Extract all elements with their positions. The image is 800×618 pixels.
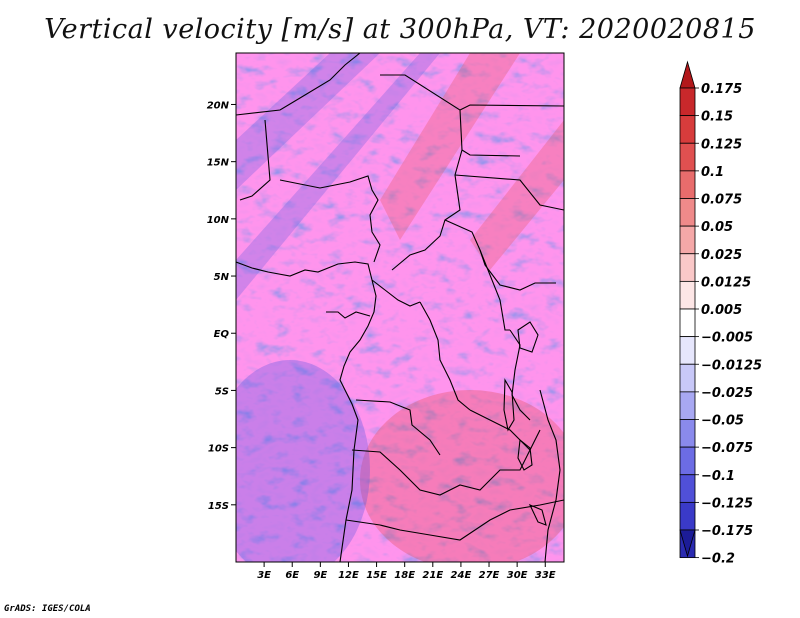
colorbar-segment	[679, 501, 696, 531]
colorbar-segment	[679, 198, 696, 227]
colorbar-label: 0.15	[701, 110, 733, 125]
colorbar-label: 0.075	[701, 193, 742, 208]
lon-tick-label: 3E	[257, 570, 271, 581]
colorbar-segment	[679, 474, 696, 503]
lon-tick-label: 12E	[338, 570, 359, 581]
colorbar-label: −0.0125	[701, 358, 762, 373]
latitude-axis: 20N 15N 10N 5N EQ 5S 10S 15S	[207, 100, 236, 512]
colorbar-segment	[679, 142, 696, 172]
colorbar-segment	[679, 308, 696, 338]
lat-tick-label: 10N	[207, 215, 230, 226]
lat-tick-label: 5N	[214, 272, 230, 283]
colorbar-label: 0.025	[701, 248, 742, 263]
colorbar-label: −0.1	[701, 469, 735, 484]
colorbar-segment	[679, 225, 696, 255]
credit-text: GrADS: IGES/COLA	[4, 604, 91, 614]
colorbar-label: −0.05	[701, 414, 744, 429]
colorbar-segment	[679, 253, 696, 282]
lat-tick-label: 15S	[208, 501, 229, 512]
velocity-field	[236, 53, 564, 562]
map-frame	[235, 52, 565, 563]
colorbar-label: −0.025	[701, 386, 753, 401]
colorbar-label: 0.1	[701, 165, 724, 180]
colorbar-label: 0.125	[701, 137, 742, 152]
colorbar-segment	[679, 280, 696, 310]
colorbar-label: −0.005	[701, 331, 753, 346]
colorbar-top-arrow	[679, 60, 696, 89]
colorbar-label: −0.2	[701, 552, 735, 567]
lat-tick-label: EQ	[214, 329, 230, 340]
colorbar-label: −0.125	[701, 496, 753, 511]
lon-tick-label: 6E	[285, 570, 299, 581]
lon-tick-label: 33E	[535, 570, 556, 581]
lon-tick-label: 18E	[394, 570, 415, 581]
lon-tick-label: 21E	[422, 570, 443, 581]
lon-tick-label: 15E	[366, 570, 387, 581]
colorbar-label: 0.005	[701, 303, 742, 318]
longitude-axis: 3E 6E 9E 12E 15E 18E 21E 24E 27E 30E 33E	[257, 562, 556, 581]
colorbar-label: 0.0125	[701, 275, 751, 290]
lat-tick-label: 15N	[207, 158, 230, 169]
lon-tick-label: 27E	[479, 570, 500, 581]
colorbar-segment	[679, 115, 696, 144]
lon-tick-label: 24E	[451, 570, 472, 581]
colorbar-segment	[679, 170, 696, 199]
country-borders	[236, 53, 564, 562]
lon-tick-label: 9E	[313, 570, 327, 581]
colorbar: 0.175 0.15 0.125 0.1 0.075 0.05 0.025 0.0125 0.0…	[679, 60, 762, 567]
colorbar-segment	[679, 363, 696, 393]
colorbar-label: −0.175	[701, 524, 753, 539]
colorbar-segment	[679, 87, 696, 117]
colorbar-segment	[679, 446, 696, 476]
lat-tick-label: 10S	[208, 444, 229, 455]
colorbar-segment	[679, 391, 696, 420]
colorbar-segment	[679, 336, 696, 365]
colorbar-label: 0.175	[701, 82, 742, 97]
colorbar-segment	[679, 419, 696, 448]
colorbar-label: −0.075	[701, 441, 753, 456]
lat-tick-label: 20N	[207, 100, 230, 111]
lon-tick-label: 30E	[507, 570, 528, 581]
map-title: Vertical velocity [m/s] at 300hPa, VT: 2…	[44, 14, 756, 45]
colorbar-bottom-arrow	[679, 529, 696, 558]
colorbar-label: 0.05	[701, 220, 733, 235]
lat-tick-label: 5S	[215, 386, 229, 397]
